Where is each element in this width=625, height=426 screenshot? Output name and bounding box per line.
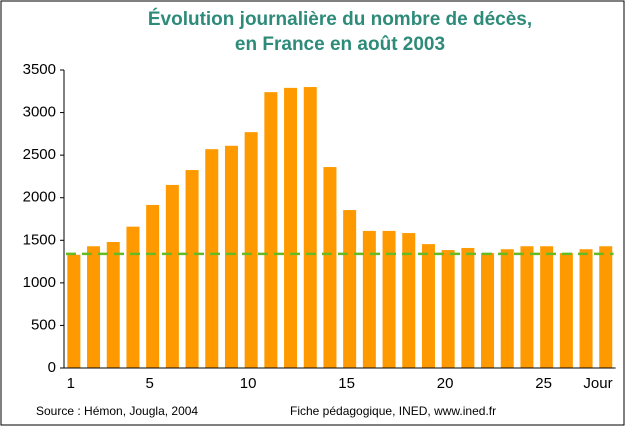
bar [441, 250, 455, 368]
bar [284, 87, 298, 368]
bar [481, 253, 495, 368]
bar [244, 132, 258, 368]
bar [146, 204, 160, 368]
bar [303, 87, 317, 369]
bar [559, 253, 573, 368]
bar [500, 249, 514, 368]
bar [224, 145, 238, 368]
bar [185, 170, 199, 368]
bar [461, 247, 475, 368]
bar [126, 226, 140, 368]
credit-note: Fiche pédagogique, INED, www.ined.fr [290, 404, 496, 418]
bar [343, 210, 357, 368]
x-tick-label: 20 [437, 375, 454, 392]
bar [402, 233, 416, 368]
y-tick-label: 3500 [23, 61, 56, 78]
bar [421, 244, 435, 368]
y-tick-label: 0 [48, 359, 56, 376]
bar [599, 246, 613, 368]
x-tick-label: 1 [67, 375, 75, 392]
x-axis-label: Jour [583, 375, 612, 392]
x-tick-label: 15 [338, 375, 355, 392]
bar [165, 184, 179, 368]
chart-title: Évolution journalière du nombre de décès… [148, 8, 532, 30]
chart-title: en France en août 2003 [235, 34, 445, 55]
y-tick-label: 1000 [23, 274, 56, 291]
bar [106, 241, 120, 368]
bar [205, 149, 219, 368]
y-tick-label: 1500 [23, 231, 56, 248]
y-tick-label: 2500 [23, 146, 56, 163]
source-note: Source : Hémon, Jougla, 2004 [36, 404, 198, 418]
bar [520, 246, 534, 368]
bar [67, 254, 81, 368]
y-tick-label: 2000 [23, 189, 56, 206]
y-tick-label: 3000 [23, 104, 56, 121]
y-tick-label: 500 [31, 316, 56, 333]
bar [382, 230, 396, 368]
x-tick-label: 10 [240, 375, 257, 392]
bar [540, 246, 554, 368]
x-tick-label: 5 [145, 375, 153, 392]
bar [579, 249, 593, 368]
bar [87, 246, 101, 368]
bar [264, 92, 278, 368]
x-tick-label: 25 [535, 375, 552, 392]
bar [323, 167, 337, 368]
bar [362, 230, 376, 368]
